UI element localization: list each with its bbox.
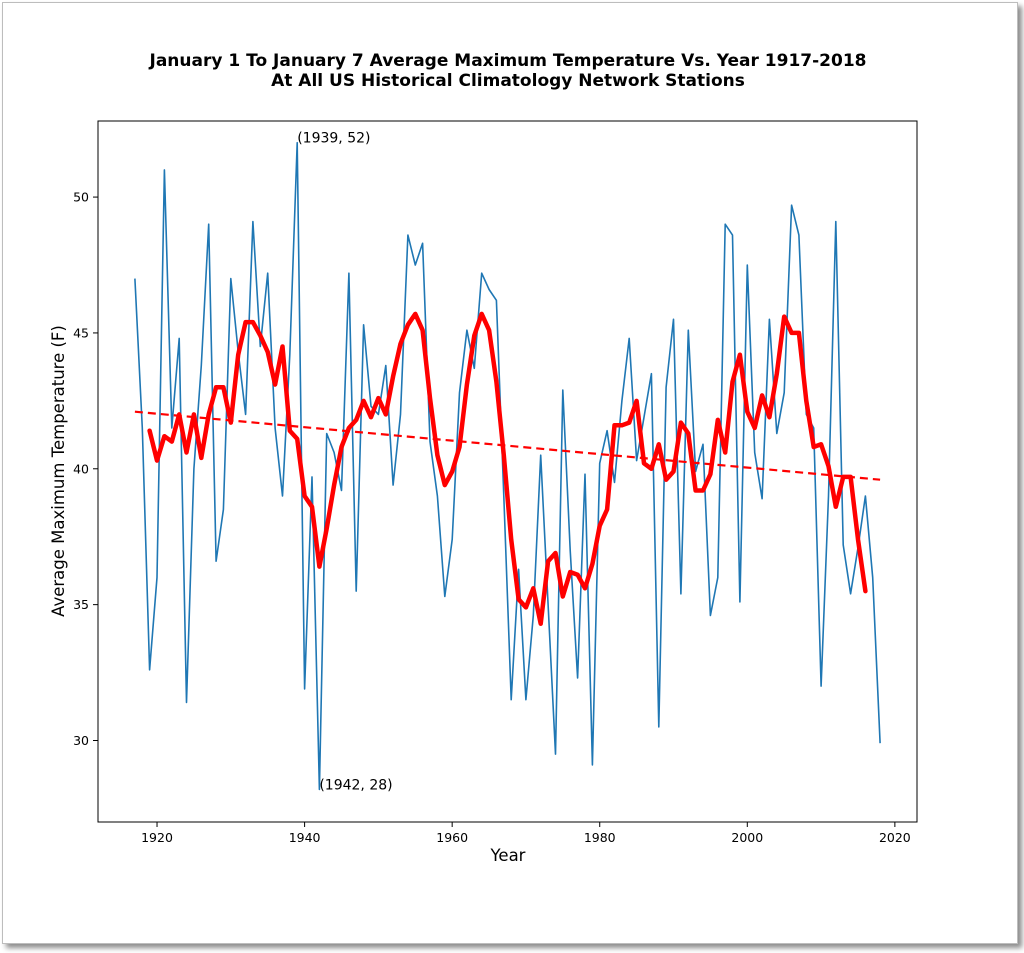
- x-tick-label: 1940: [289, 830, 321, 845]
- annual-temperature-line: [134, 141, 881, 791]
- y-tick-label: 40: [73, 461, 89, 476]
- x-tick-label: 2020: [879, 830, 911, 845]
- smoothed-average-line: [147, 311, 868, 626]
- annotation-min: (1942, 28): [319, 777, 392, 793]
- plot-area-frame: [97, 120, 918, 823]
- y-tick-label: 35: [73, 597, 89, 612]
- x-tick-label: 1960: [436, 830, 468, 845]
- y-tick-label: 45: [73, 325, 89, 340]
- y-tick-label: 50: [73, 190, 89, 205]
- x-tick-label: 1980: [584, 830, 616, 845]
- x-axis-label: Year: [490, 846, 526, 865]
- chart-title-line2: At All US Historical Climatology Network…: [271, 71, 745, 91]
- trend-line: [134, 410, 881, 481]
- annotation-max: (1939, 52): [297, 131, 370, 147]
- y-axis-label: Average Maximum Temperature (F): [49, 325, 68, 617]
- x-tick-label: 2000: [731, 830, 763, 845]
- x-tick-label: 1920: [141, 830, 173, 845]
- y-axis: 30 35 40 45 50: [73, 190, 98, 748]
- x-axis: 1920 1940 1960 1980 2000 2020: [141, 822, 911, 845]
- series-layer: [134, 141, 881, 791]
- y-tick-label: 30: [73, 733, 89, 748]
- chart-title-line1: January 1 To January 7 Average Maximum T…: [149, 51, 867, 71]
